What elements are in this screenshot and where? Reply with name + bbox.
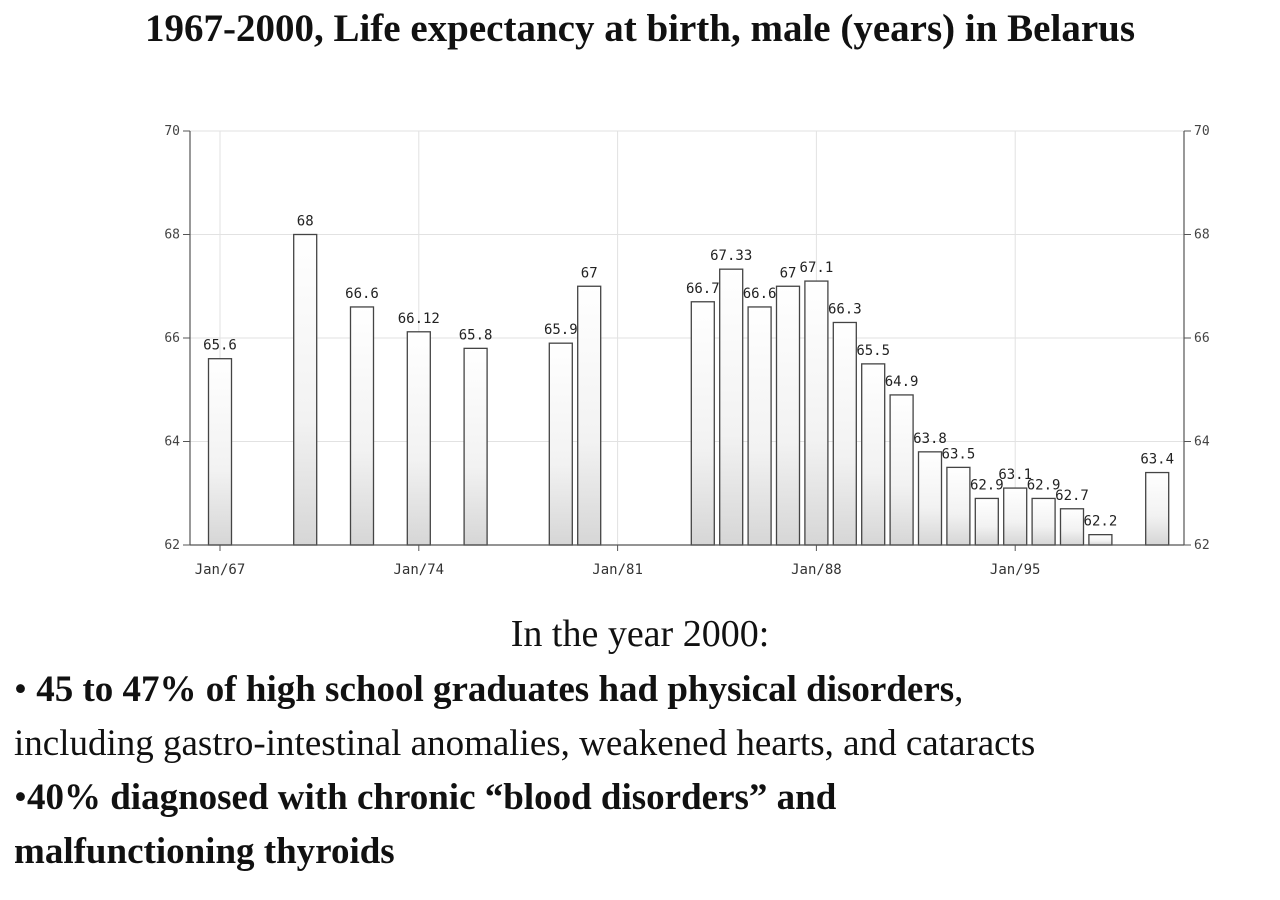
x-tick-label: Jan/95	[990, 562, 1041, 578]
bar-1997	[1059, 508, 1085, 546]
data-label-1992: 63.8	[913, 431, 947, 447]
data-label-1980: 67	[581, 265, 598, 281]
data-label-1991: 64.9	[885, 374, 919, 390]
data-label-1990: 65.5	[856, 343, 890, 359]
y-tick-label-left: 66	[164, 331, 180, 346]
bar-1986	[747, 306, 772, 546]
data-label-1997: 62.7	[1055, 488, 1089, 504]
subtitle: In the year 2000:	[510, 613, 770, 655]
data-label-1985: 67.33	[710, 248, 752, 264]
bullet-3-bold: 40% diagnosed with chronic “blood disord…	[26, 777, 837, 818]
y-tick-label-right: 62	[1194, 538, 1210, 553]
bar-1970	[293, 233, 318, 546]
data-label-1996: 62.9	[1027, 477, 1061, 493]
x-tick-label: Jan/81	[592, 562, 643, 578]
bullet-2-text: including gastro-intestinal anomalies, w…	[14, 723, 1036, 764]
data-label-1984: 66.7	[686, 281, 720, 297]
bar-1984	[690, 301, 715, 546]
bar-1988	[804, 280, 829, 546]
bar-1992	[917, 451, 943, 546]
x-tick-label: Jan/88	[791, 562, 842, 578]
bar-1976	[463, 347, 488, 546]
bar-1985	[719, 268, 744, 546]
data-label-1967: 65.6	[203, 338, 237, 354]
bar-1967	[207, 358, 233, 546]
bullet-2: •40% diagnosed with chronic “blood disor…	[14, 776, 836, 819]
y-tick-label-right: 66	[1194, 331, 1210, 346]
data-label-1976: 65.8	[459, 327, 493, 343]
bar-1987	[775, 285, 801, 546]
bar-1998	[1088, 534, 1113, 546]
bullet-1-bold: 45 to 47% of high school graduates had p…	[36, 669, 955, 710]
data-label-1974: 66.12	[398, 311, 440, 327]
bar-1974	[406, 331, 431, 546]
bar-1980	[577, 285, 602, 546]
bar-1979	[548, 342, 573, 546]
bars	[207, 233, 1170, 546]
bar-2000	[1145, 471, 1170, 546]
bar-1991	[889, 394, 914, 546]
data-label-1970: 68	[297, 214, 314, 230]
slide-title: 1967-2000, Life expectancy at birth, mal…	[144, 7, 1135, 50]
bullet-4-bold: malfunctioning thyroids	[14, 831, 395, 872]
bullet-1: • 45 to 47% of high school graduates had…	[14, 668, 963, 711]
data-label-1979: 65.9	[544, 322, 578, 338]
data-label-1987: 67	[780, 265, 797, 281]
bullet-2-continuation: malfunctioning thyroids	[14, 830, 395, 873]
bar-1993	[946, 466, 971, 546]
bar-1996	[1031, 497, 1056, 546]
bar-1995	[1003, 487, 1028, 546]
bar-1990	[861, 363, 886, 546]
y-tick-label-right: 64	[1194, 435, 1210, 450]
y-tick-label-right: 68	[1194, 228, 1210, 243]
data-label-1972: 66.6	[345, 286, 379, 302]
y-tick-label-left: 64	[164, 435, 180, 450]
y-tick-label-right: 70	[1194, 124, 1210, 139]
y-tick-label-left: 68	[164, 228, 180, 243]
data-label-1998: 62.2	[1084, 514, 1118, 530]
x-tick-label: Jan/67	[195, 562, 246, 578]
y-tick-label-left: 70	[164, 124, 180, 139]
bar-1989	[832, 321, 857, 546]
bullet-1-rest: ,	[954, 669, 964, 710]
data-label-1995: 63.1	[998, 467, 1032, 483]
data-label-1986: 66.6	[743, 286, 777, 302]
x-tick-label: Jan/74	[394, 562, 445, 578]
bullet-1-continuation: including gastro-intestinal anomalies, w…	[14, 722, 1035, 765]
axes: 62 62 64 64 66 66 68 68 70 70 Jan/67 Jan/74 Jan/81 Ja…	[164, 124, 1209, 578]
bullet-1-prefix: •	[14, 669, 37, 710]
y-tick-label-left: 62	[164, 538, 180, 553]
bullet-3-prefix: •	[14, 777, 27, 818]
bar-1994	[974, 497, 999, 546]
data-label-1988: 67.1	[800, 260, 834, 276]
bar-1972	[349, 306, 375, 546]
data-label-1993: 63.5	[942, 446, 976, 462]
data-label-1994: 62.9	[970, 477, 1004, 493]
data-label-2000: 63.4	[1140, 452, 1174, 468]
data-label-1989: 66.3	[828, 301, 862, 317]
